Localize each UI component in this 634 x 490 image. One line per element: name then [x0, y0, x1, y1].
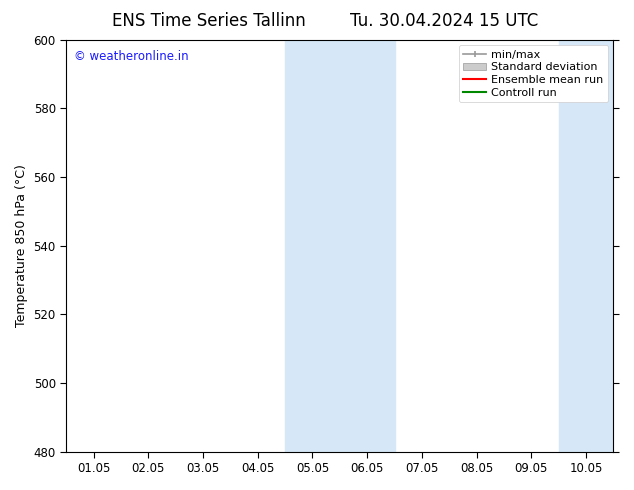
- Legend: min/max, Standard deviation, Ensemble mean run, Controll run: min/max, Standard deviation, Ensemble me…: [459, 45, 608, 102]
- Bar: [285, 40, 340, 452]
- Text: ENS Time Series Tallinn: ENS Time Series Tallinn: [112, 12, 306, 30]
- Y-axis label: Temperature 850 hPa (°C): Temperature 850 hPa (°C): [15, 164, 28, 327]
- Text: Tu. 30.04.2024 15 UTC: Tu. 30.04.2024 15 UTC: [350, 12, 538, 30]
- Text: © weatheronline.in: © weatheronline.in: [74, 50, 189, 63]
- Bar: [340, 40, 394, 452]
- Bar: [559, 40, 614, 452]
